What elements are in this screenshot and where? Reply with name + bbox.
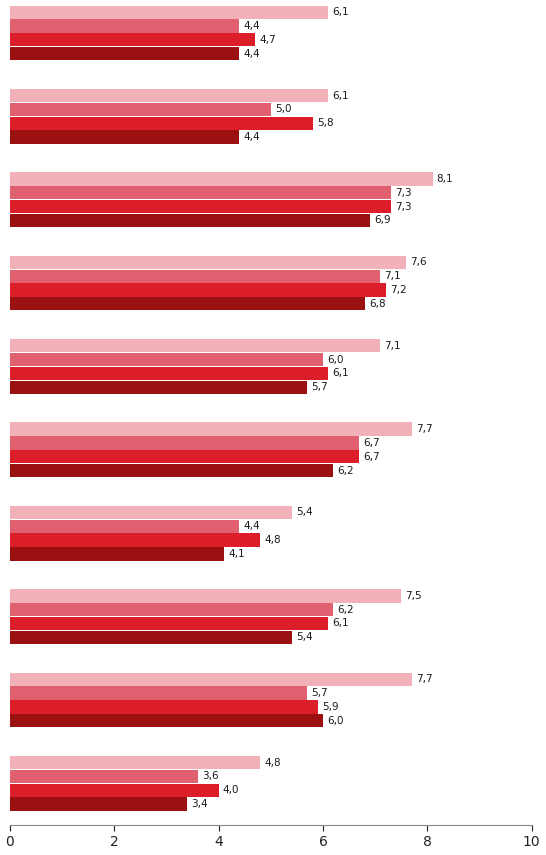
Bar [10, 520, 240, 533]
Bar [10, 436, 359, 450]
Bar [10, 534, 260, 546]
Bar [10, 186, 391, 199]
Bar [10, 5, 328, 19]
Text: 6,0: 6,0 [327, 716, 343, 726]
Text: 7,5: 7,5 [405, 591, 422, 601]
Bar [10, 714, 323, 728]
Text: 8,1: 8,1 [437, 174, 453, 184]
Text: 3,4: 3,4 [192, 799, 208, 809]
Text: 7,1: 7,1 [384, 341, 401, 351]
Bar [10, 20, 240, 32]
Text: 4,4: 4,4 [244, 21, 260, 31]
Text: 6,1: 6,1 [333, 369, 349, 379]
Bar [10, 783, 218, 797]
Bar [10, 367, 328, 380]
Bar [10, 770, 198, 783]
Bar [10, 673, 412, 686]
Bar [10, 89, 328, 103]
Bar [10, 603, 334, 616]
Bar [10, 422, 412, 436]
Text: 4,4: 4,4 [244, 132, 260, 142]
Text: 6,7: 6,7 [364, 451, 380, 462]
Bar [10, 130, 240, 144]
Text: 6,1: 6,1 [333, 91, 349, 101]
Text: 5,0: 5,0 [275, 104, 292, 115]
Text: 5,4: 5,4 [296, 633, 312, 642]
Text: 6,2: 6,2 [337, 465, 354, 475]
Text: 5,9: 5,9 [322, 702, 339, 712]
Text: 6,7: 6,7 [364, 438, 380, 448]
Bar [10, 339, 381, 352]
Bar [10, 547, 224, 561]
Bar [10, 450, 359, 463]
Bar [10, 700, 318, 714]
Text: 5,8: 5,8 [317, 118, 333, 128]
Text: 6,8: 6,8 [369, 298, 385, 309]
Text: 7,1: 7,1 [384, 271, 401, 281]
Bar [10, 200, 391, 213]
Bar [10, 631, 292, 644]
Text: 7,3: 7,3 [395, 188, 412, 198]
Text: 5,7: 5,7 [311, 688, 328, 698]
Text: 3,6: 3,6 [202, 771, 218, 781]
Text: 7,3: 7,3 [395, 202, 412, 211]
Bar [10, 616, 328, 630]
Text: 7,7: 7,7 [416, 675, 432, 684]
Text: 4,8: 4,8 [264, 758, 281, 768]
Text: 4,4: 4,4 [244, 522, 260, 531]
Bar [10, 214, 370, 227]
Text: 7,6: 7,6 [411, 257, 427, 268]
Bar [10, 173, 432, 186]
Text: 4,4: 4,4 [244, 49, 260, 59]
Bar [10, 298, 365, 310]
Text: 4,0: 4,0 [223, 785, 239, 795]
Text: 7,7: 7,7 [416, 424, 432, 434]
Bar [10, 380, 307, 394]
Bar [10, 116, 312, 130]
Bar [10, 687, 307, 699]
Bar [10, 33, 255, 46]
Text: 4,7: 4,7 [259, 35, 276, 44]
Text: 6,1: 6,1 [333, 7, 349, 17]
Bar [10, 756, 260, 770]
Text: 6,0: 6,0 [327, 355, 343, 364]
Bar [10, 798, 187, 811]
Text: 5,4: 5,4 [296, 508, 312, 517]
Bar [10, 256, 406, 269]
Bar [10, 506, 292, 519]
Bar [10, 103, 271, 116]
Bar [10, 464, 334, 477]
Bar [10, 589, 401, 603]
Text: 7,2: 7,2 [390, 285, 406, 295]
Bar [10, 283, 385, 297]
Text: 4,8: 4,8 [264, 535, 281, 545]
Bar [10, 353, 323, 366]
Bar [10, 47, 240, 61]
Text: 6,9: 6,9 [374, 215, 391, 226]
Text: 6,2: 6,2 [337, 604, 354, 615]
Text: 5,7: 5,7 [311, 382, 328, 392]
Text: 6,1: 6,1 [333, 618, 349, 628]
Text: 4,1: 4,1 [228, 549, 245, 559]
Bar [10, 269, 381, 283]
